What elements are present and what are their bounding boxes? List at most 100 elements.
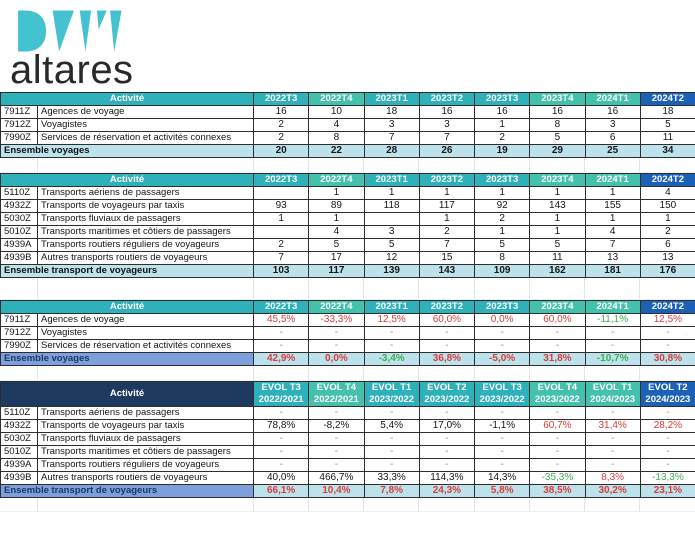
total-value: 176 [639,264,695,278]
cell-value: 1 [474,186,531,200]
gridline-cell [584,366,641,381]
cell-value: 1 [529,212,586,226]
transport-counts-table: Activité 2022T3 2022T4 2023T1 2023T2 2023T3 20… [0,173,695,278]
cell-value: 8 [529,118,586,132]
period-column-header: 2023T3 [474,92,531,106]
cell-value: 89 [308,199,365,213]
gridline-cell [529,498,586,512]
total-value: 31,8% [529,352,586,366]
gridline-cell [474,278,530,300]
activity-row: 4939B Autres transports routiers de voyag… [0,251,695,265]
period-column-header: EVOL T4 2023/2022 [529,381,586,407]
transport-evolution-section: Activité EVOL T3 2022/2021 EVOL T4 2022/2021… [0,381,695,498]
cell-value: 5 [308,238,365,252]
cell-value: 3 [418,118,476,132]
cell-value: 3 [363,225,420,239]
cell-value: 60,7% [529,419,586,433]
cell-value: 18 [639,105,695,119]
gridline-cell [253,366,309,381]
period-column-header: 2023T4 [529,173,586,187]
period-column-header: 2023T4 [529,92,586,106]
total-value: 25 [584,144,641,158]
cell-value: 1 [529,225,586,239]
total-row: Ensemble transport de voyageurs 103 117 139… [0,264,695,278]
activity-label: Autres transports routiers de voyageurs [36,251,255,265]
activity-row: 7912Z Voyagistes - - - - - - - - [0,326,695,340]
cell-value: 118 [363,199,420,213]
cell-value: 1 [418,186,476,200]
voyages-evolution-section: Activité 2022T3 2022T4 2023T1 2023T2 2023T3 20… [0,300,695,366]
cell-value: - [308,445,365,459]
cell-value: 5,4% [363,419,420,433]
cell-value: 7 [418,131,476,145]
gridline-cell [363,498,420,512]
gridline-cell [474,158,530,173]
period-column-header: 2024T1 [584,173,641,187]
activity-label: Services de réservation et activités con… [36,131,255,145]
cell-value: 3 [363,118,420,132]
cell-value: 13 [639,251,695,265]
activity-row: 7990Z Services de réservation et activité… [0,339,695,353]
cell-value: - [308,339,365,353]
gridline-cell [474,498,530,512]
cell-value: 60,0% [529,313,586,327]
cell-value: 466,7% [308,471,365,485]
cell-value: - [308,458,365,472]
gridline-cell [253,158,309,173]
gridline-cell [639,366,695,381]
cell-value: 4 [308,118,365,132]
cell-value: 4 [308,225,365,239]
period-column-header: EVOL T1 2024/2023 [584,381,641,407]
cell-value: 5 [529,131,586,145]
activity-row: 7990Z Services de réservation et activité… [0,131,695,145]
period-column-header: EVOL T1 2023/2022 [363,381,420,407]
activity-row: 5030Z Transports fluviaux de passagers - - -… [0,432,695,446]
cell-value: 78,8% [253,419,310,433]
activity-row: 7912Z Voyagistes 2 4 3 3 1 8 3 5 [0,118,695,132]
cell-value: 10 [308,105,365,119]
activity-row: 5110Z Transports aériens de passagers 1 1 1 1… [0,186,695,200]
cell-value: 12,5% [639,313,695,327]
cell-value: 1 [363,186,420,200]
activity-code: 4939B [0,471,38,485]
cell-value: - [529,432,586,446]
activity-column-header: Activité [0,173,255,187]
cell-value: - [529,406,586,420]
gridline-cell [584,158,641,173]
period-column-header: 2023T2 [418,300,476,314]
activity-column-header: Activité [0,300,255,314]
cell-value: 45,5% [253,313,310,327]
gridline-cell [529,158,586,173]
activity-label: Transports maritimes et côtiers de passa… [36,445,255,459]
period-column-header: 2023T1 [363,92,420,106]
activity-label: Transports aériens de passagers [36,186,255,200]
cell-value: - [418,326,476,340]
cell-value: - [584,432,641,446]
total-value: 20 [253,144,310,158]
activity-code: 7911Z [0,313,38,327]
cell-value: 2 [474,212,531,226]
cell-value: 1 [253,212,310,226]
total-value: 66,1% [253,484,310,498]
cell-value: -33,3% [308,313,365,327]
activity-label: Transports maritimes et côtiers de passa… [36,225,255,239]
total-value: 139 [363,264,420,278]
period-column-header: 2023T4 [529,300,586,314]
gridline-cell [0,158,38,173]
activity-label: Transports fluviaux de passagers [36,212,255,226]
activity-row: 4939A Transports routiers réguliers de vo… [0,238,695,252]
activity-label: Transports de voyageurs par taxis [36,199,255,213]
gridline-cell [639,278,695,300]
period-column-header: 2024T2 [639,92,695,106]
activity-row: 4939A Transports routiers réguliers de vo… [0,458,695,472]
cell-value: 7 [584,238,641,252]
cell-value: 8 [308,131,365,145]
gridline-cell [584,498,641,512]
gridline-cell [308,366,365,381]
cell-value: - [253,339,310,353]
cell-value: 4 [639,186,695,200]
total-value: 24,3% [418,484,476,498]
gridline-cell [418,158,475,173]
activity-code: 4939A [0,458,38,472]
gridline-cell [308,498,365,512]
